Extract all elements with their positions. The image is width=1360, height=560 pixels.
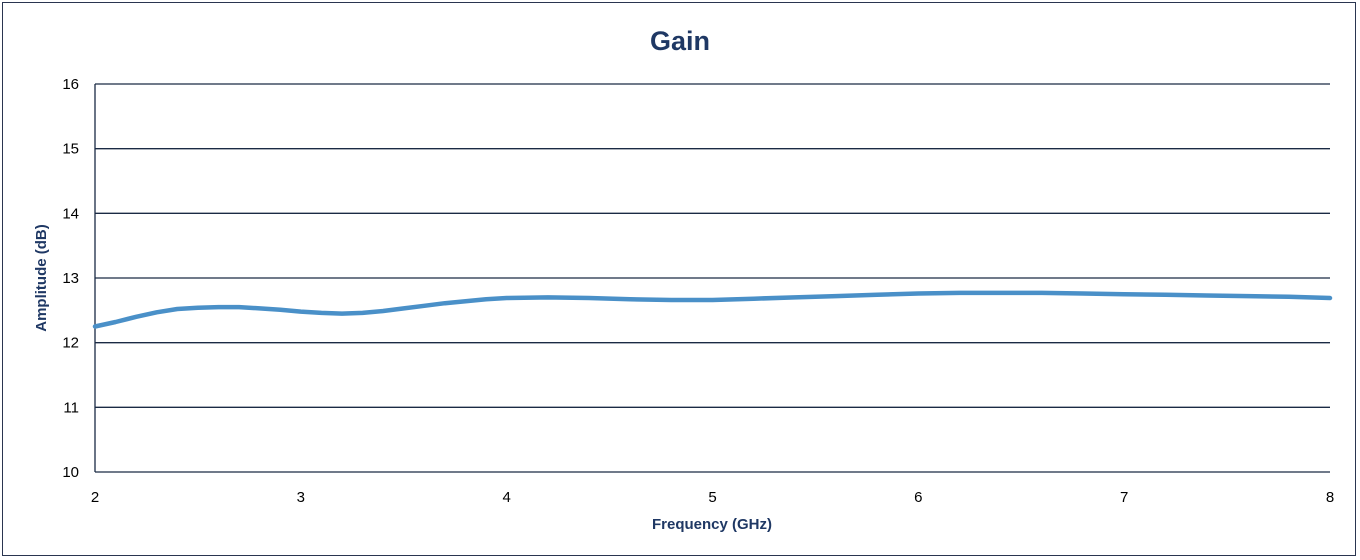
series-layer [92,290,1333,329]
x-axis-label: Frequency (GHz) [652,516,772,533]
y-tick-label-16: 16 [62,76,79,93]
y-tick-label-12: 12 [62,335,79,352]
y-tick-label-15: 15 [62,141,79,158]
x-tick-label-8: 8 [1326,489,1334,506]
chart-title: Gain [650,26,710,56]
y-tick-label-14: 14 [62,205,79,222]
x-tick-label-7: 7 [1120,489,1128,506]
x-tick-label-5: 5 [708,489,716,506]
y-axis-label: Amplitude (dB) [33,224,50,331]
y-tick-label-10: 10 [62,464,79,481]
x-tick-label-3: 3 [297,489,305,506]
x-tick-label-2: 2 [91,489,99,506]
tick-labels: 10 11 12 13 14 15 16 2 3 4 5 6 7 8 [62,76,1334,506]
series-line-0 [92,290,1333,329]
y-tick-label-11: 11 [63,399,79,416]
y-tick-label-13: 13 [62,270,79,287]
grid-layer [94,83,1330,473]
x-tick-label-4: 4 [502,489,510,506]
x-tick-label-6: 6 [914,489,922,506]
